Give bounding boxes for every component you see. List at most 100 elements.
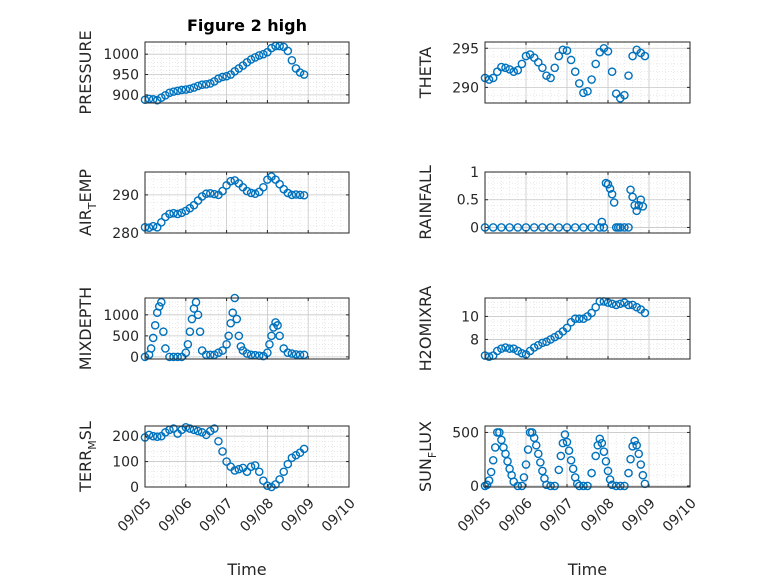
data-point [148,333,158,343]
data-point [193,310,203,320]
data-point [259,182,268,192]
chart-title: Figure 2 high [187,16,307,35]
data-point [234,464,244,474]
data-point [599,223,609,232]
x-tick-label: 09/09 [619,495,659,535]
data-point [259,49,268,59]
data-point [611,481,621,491]
data-point [616,223,625,232]
subplot-6: 8 10 H2OMIXRA [416,286,691,372]
y-tick-label: 1 [470,165,479,181]
data-point [283,46,293,56]
data-point [250,461,260,470]
data-point [534,449,543,459]
data-point [214,74,223,83]
data-point [242,349,252,358]
y-tick-label: 0 [470,220,479,236]
data-point [536,458,545,467]
data-point [230,466,240,475]
data-point [591,302,601,312]
data-point [603,466,613,476]
y-tick-label: 950 [112,68,139,84]
data-point [150,321,160,330]
data-point [562,437,572,447]
data-point [267,43,276,53]
data-point [169,87,178,96]
data-point [287,56,297,65]
data-point [505,344,514,353]
data-point [513,223,523,232]
data-point [218,186,227,196]
data-point [254,467,264,477]
data-point [538,338,547,348]
data-point [218,447,227,456]
data-point [488,455,498,465]
data-point [611,300,621,310]
data-point [509,344,519,353]
data-point [624,468,633,478]
data-point [246,350,256,360]
data-point [486,467,496,477]
x-axis-label: Time [226,560,266,579]
data-point [169,208,178,218]
data-point [534,58,543,67]
data-point [587,468,596,478]
y-tick-label: 1000 [103,308,139,324]
data-point [299,444,309,454]
plot-area [145,298,349,359]
y-tick-label: 10 [461,309,479,325]
data-point [497,435,506,445]
y-tick-label: 1000 [103,47,139,63]
x-tick-label: 09/08 [237,495,277,535]
y-axis-label: SUNFLUX [416,421,439,492]
tick-marks [144,298,350,359]
data-point [287,190,297,200]
axes-box [484,171,691,234]
data-point [263,481,272,491]
data-point [632,302,642,312]
data-point [579,223,588,232]
data-point [279,467,289,477]
x-tick-label: 09/05 [455,495,495,535]
data-point [583,481,592,491]
data-point [275,331,284,341]
data-point [497,62,506,72]
data-point [148,431,158,441]
data-point [246,188,256,198]
series-markers [140,422,309,492]
axes-box [484,297,691,360]
y-tick-label: 100 [112,455,139,471]
data-point [562,323,572,333]
data-point [630,436,639,446]
data-point [603,179,613,189]
y-tick-label: 0 [470,479,479,495]
data-point [519,473,529,482]
data-point [250,53,260,62]
subplot-5: 0 500 1000 MIXDEPTH [76,287,350,370]
data-point [609,198,619,207]
data-point [193,81,203,91]
data-point [538,63,547,73]
data-point [529,433,539,443]
data-point [259,476,268,485]
data-point [570,67,580,77]
data-point [228,308,238,318]
y-axis-label: AIRTEMP [76,169,99,236]
data-point [185,327,195,336]
data-point [628,442,637,451]
data-point [607,299,617,309]
y-tick-label: 200 [112,429,139,445]
data-point [299,70,309,79]
data-point [283,459,293,469]
data-point [159,327,168,336]
data-point [628,192,637,202]
data-point [193,426,203,436]
data-point [295,190,305,200]
y-axis-label: H2OMIXRA [416,286,435,372]
data-point [154,302,164,311]
data-point [271,480,280,489]
data-point [607,67,617,77]
data-point [265,339,274,349]
data-point [157,218,166,227]
x-tick-label: 09/06 [496,495,536,535]
